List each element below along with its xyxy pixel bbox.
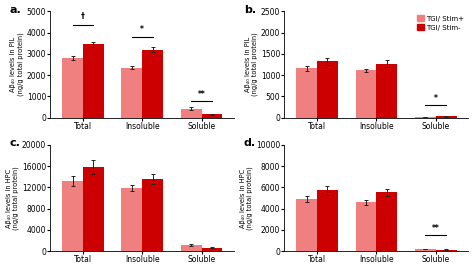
Bar xyxy=(121,68,142,118)
Bar xyxy=(317,62,338,118)
Bar xyxy=(376,192,397,251)
Bar xyxy=(356,70,376,118)
Y-axis label: Aβ₄₀ levels in HPC
(ng/g total protein): Aβ₄₀ levels in HPC (ng/g total protein) xyxy=(240,166,253,230)
Bar xyxy=(296,199,317,251)
Bar xyxy=(181,245,201,251)
Text: a.: a. xyxy=(10,5,21,15)
Bar xyxy=(415,249,436,251)
Bar xyxy=(83,44,104,118)
Bar xyxy=(296,68,317,118)
Bar xyxy=(201,248,222,251)
Bar xyxy=(356,202,376,251)
Bar xyxy=(415,117,436,118)
Text: *: * xyxy=(140,25,144,33)
Bar xyxy=(121,188,142,251)
Y-axis label: Aβ₄₀ levels in HPC
(ng/g total protein): Aβ₄₀ levels in HPC (ng/g total protein) xyxy=(6,166,19,230)
Text: **: ** xyxy=(198,90,205,99)
Text: c.: c. xyxy=(10,139,21,148)
Y-axis label: Aβ₄₀ levels in PIL
(ng/g total protein): Aβ₄₀ levels in PIL (ng/g total protein) xyxy=(10,33,24,96)
Bar xyxy=(181,109,201,118)
Bar xyxy=(142,180,163,251)
Text: b.: b. xyxy=(244,5,256,15)
Legend: TGI/ Stim+, TGI/ Stim-: TGI/ Stim+, TGI/ Stim- xyxy=(416,15,465,31)
Bar xyxy=(62,58,83,118)
Bar xyxy=(83,167,104,251)
Bar xyxy=(436,250,456,251)
Bar xyxy=(201,114,222,118)
Y-axis label: Aβ₄₀ levels in PIL
(ng/g total protein): Aβ₄₀ levels in PIL (ng/g total protein) xyxy=(245,33,258,96)
Bar xyxy=(376,64,397,118)
Bar xyxy=(317,190,338,251)
Text: *: * xyxy=(434,94,438,103)
Text: †: † xyxy=(81,12,85,21)
Text: d.: d. xyxy=(244,139,256,148)
Bar xyxy=(436,116,456,118)
Bar xyxy=(62,181,83,251)
Bar xyxy=(142,49,163,118)
Text: **: ** xyxy=(432,224,440,233)
